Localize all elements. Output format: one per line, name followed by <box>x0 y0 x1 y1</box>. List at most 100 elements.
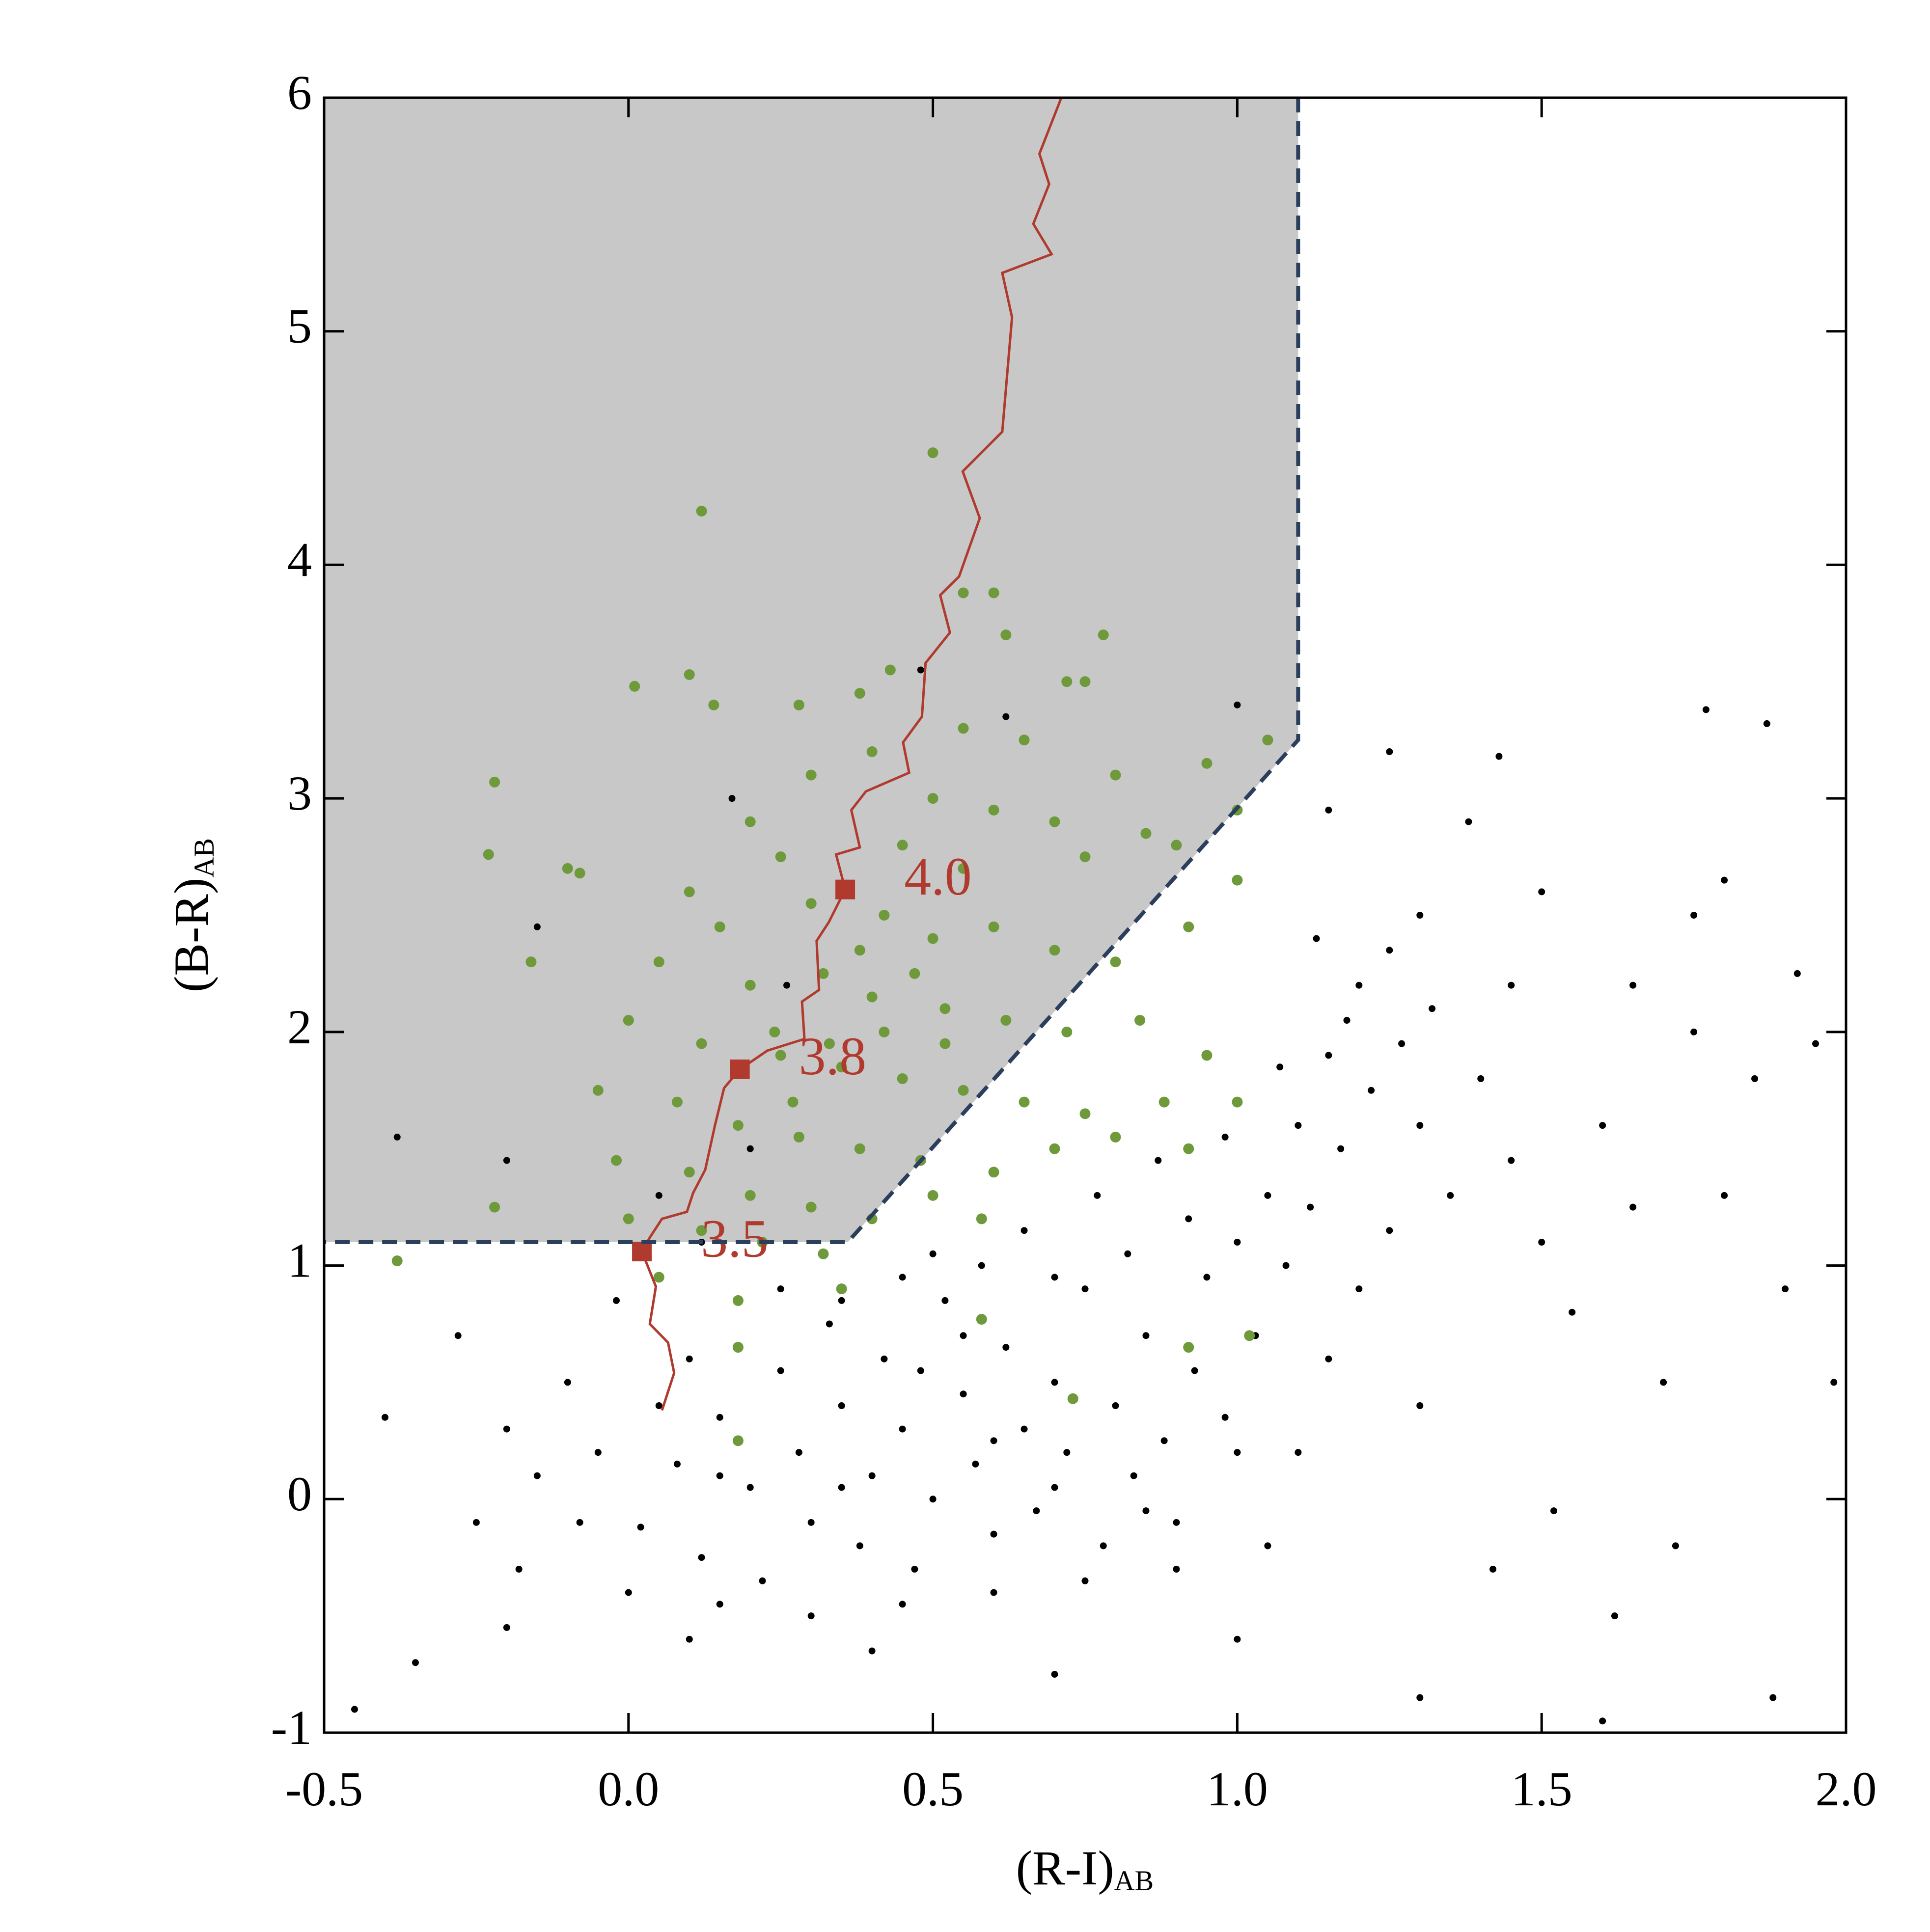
data-point <box>673 1460 681 1468</box>
data-point <box>958 863 969 874</box>
data-point <box>1158 1096 1170 1108</box>
data-point <box>1051 1274 1058 1281</box>
data-point <box>1094 1192 1101 1199</box>
data-point <box>1019 1096 1030 1108</box>
data-point <box>805 898 817 909</box>
data-point <box>1232 874 1243 886</box>
data-point <box>1130 1472 1137 1479</box>
data-point <box>1049 945 1060 956</box>
data-point <box>988 921 999 932</box>
data-point <box>1079 851 1091 863</box>
data-point <box>637 1524 644 1531</box>
data-point <box>1049 816 1060 827</box>
data-point <box>412 1659 419 1666</box>
data-point <box>1690 1028 1698 1035</box>
data-point <box>1386 947 1393 954</box>
data-point <box>1386 748 1393 755</box>
data-point <box>533 1472 541 1479</box>
data-point <box>1234 1449 1241 1456</box>
data-point <box>775 1050 786 1061</box>
data-point <box>1000 1015 1012 1026</box>
data-point <box>1020 1425 1028 1433</box>
data-point <box>653 1272 664 1283</box>
data-point <box>686 1635 693 1643</box>
x-axis-title-main: (R-I) <box>1016 1841 1114 1895</box>
data-point <box>1429 1005 1436 1012</box>
data-point <box>744 816 756 827</box>
data-point <box>884 664 896 676</box>
data-point <box>1343 1017 1351 1024</box>
data-point <box>988 587 999 599</box>
data-point <box>525 956 537 968</box>
data-point <box>716 1414 723 1421</box>
data-point <box>1763 720 1770 727</box>
data-point <box>1477 1075 1485 1082</box>
data-point <box>1100 1542 1107 1550</box>
redshift-track <box>640 97 1063 1411</box>
data-point <box>1368 1087 1375 1094</box>
data-point <box>1569 1308 1576 1316</box>
data-point <box>988 804 999 816</box>
data-point <box>1690 912 1698 919</box>
data-point <box>1355 1285 1363 1293</box>
data-point <box>1201 1050 1213 1061</box>
data-point <box>1112 1402 1119 1409</box>
y-tick-label: 1 <box>287 1233 312 1288</box>
data-point <box>564 1379 571 1386</box>
data-point <box>655 1402 662 1409</box>
data-point <box>613 1297 620 1304</box>
data-point <box>988 1167 999 1178</box>
data-point <box>818 968 829 979</box>
x-tick-label: -0.5 <box>285 1762 363 1816</box>
redshift-label: 4.0 <box>904 846 972 906</box>
data-point <box>1183 1143 1194 1154</box>
data-point <box>381 1414 388 1421</box>
data-point <box>1002 713 1010 720</box>
data-point <box>1465 818 1472 825</box>
data-point <box>1264 1542 1271 1550</box>
data-point <box>1495 753 1503 760</box>
x-tick-label: 2.0 <box>1816 1762 1877 1816</box>
data-point <box>744 1190 756 1201</box>
data-point <box>1830 1379 1838 1386</box>
data-point <box>978 1262 985 1269</box>
data-point <box>1173 1566 1180 1573</box>
data-point <box>775 851 786 863</box>
data-point <box>1051 1671 1058 1678</box>
data-point <box>1185 1215 1192 1223</box>
data-point <box>941 1297 949 1304</box>
data-point <box>1751 1075 1759 1082</box>
data-point <box>708 699 719 710</box>
data-point <box>1244 1330 1255 1341</box>
data-point <box>1081 1577 1089 1584</box>
data-point <box>911 1566 918 1573</box>
data-point <box>929 1496 937 1503</box>
data-point <box>1203 1274 1211 1281</box>
data-point <box>503 1624 510 1631</box>
data-point <box>960 1332 967 1339</box>
data-point <box>1183 1342 1194 1353</box>
data-point <box>1599 1122 1606 1129</box>
data-point <box>1063 1449 1071 1456</box>
data-point <box>732 1295 744 1306</box>
data-point <box>1098 629 1109 641</box>
data-point <box>732 1435 744 1446</box>
data-point <box>696 1225 707 1236</box>
data-point <box>927 793 938 804</box>
data-point <box>958 1085 969 1096</box>
data-point <box>1124 1250 1131 1257</box>
data-point <box>562 863 573 874</box>
data-point <box>483 849 494 860</box>
data-point <box>728 795 736 802</box>
selection-boundary <box>324 98 1300 1244</box>
data-point <box>939 1038 951 1049</box>
data-point <box>1191 1367 1198 1374</box>
data-point <box>1629 981 1637 989</box>
data-point <box>503 1425 510 1433</box>
data-point <box>1140 828 1152 839</box>
data-point <box>503 1157 510 1164</box>
data-point <box>807 1612 815 1620</box>
data-point <box>972 1460 979 1468</box>
x-axis-title-sub: AB <box>1114 1865 1154 1897</box>
